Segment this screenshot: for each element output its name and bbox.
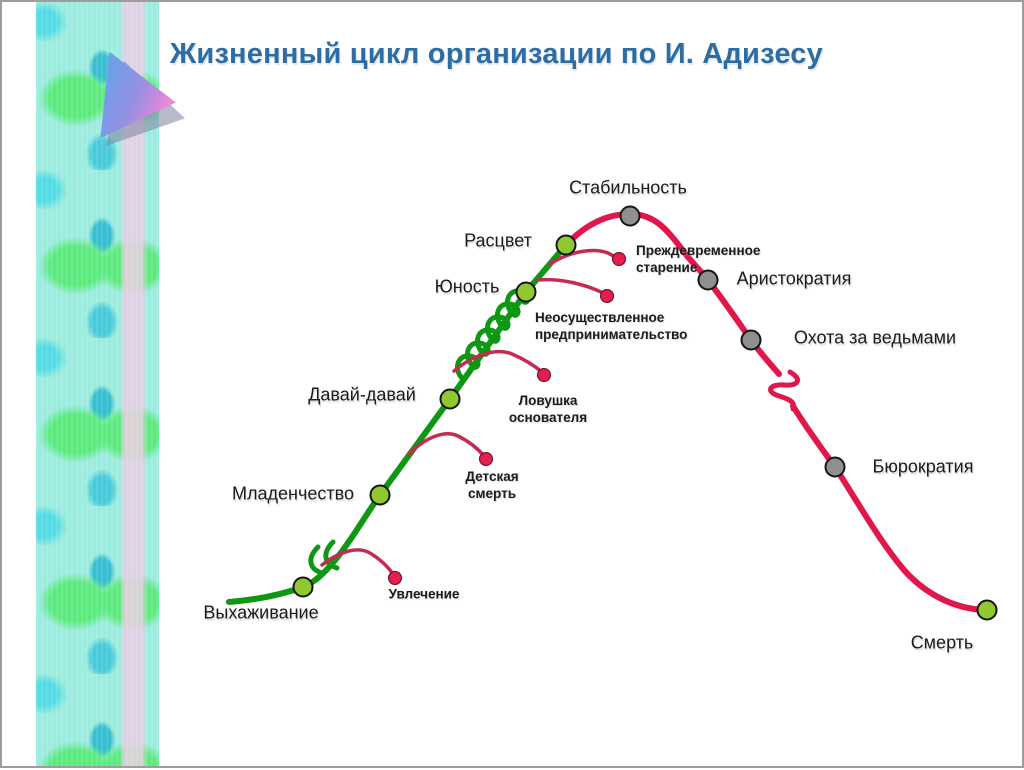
- stage-dot-mladenchestvo: [369, 484, 391, 506]
- growth-coil-squiggle: [454, 288, 531, 383]
- stage-label-vykhazhivanie: Выхаживание: [203, 602, 319, 623]
- stage-dot-smert: [976, 599, 998, 621]
- stage-dot-aristokratiya: [697, 269, 719, 291]
- branch-curve-detskaya-smert: [407, 432, 486, 458]
- stage-dot-vykhazhivanie: [292, 576, 314, 598]
- failure-dot-detskaya-smert: [479, 452, 493, 466]
- growth-break-mark: [308, 539, 340, 576]
- stage-dot-rastsvet: [555, 234, 577, 256]
- failure-dot-uvlechenie: [388, 571, 402, 585]
- stage-dot-davay-davay: [439, 388, 461, 410]
- branch-curve-neosushchestvlennoe: [536, 277, 603, 294]
- failure-label-prezhdevremennoe: Преждевременное старение: [636, 243, 761, 275]
- stage-label-davay-davay: Давай-давай: [308, 384, 416, 405]
- stage-dot-yunost: [515, 281, 537, 303]
- failure-label-lovushka-osnovatelya: Ловушка основателя: [508, 393, 588, 425]
- failure-dot-prezhdevremennoe: [612, 252, 626, 266]
- stage-label-aristokratiya: Аристократия: [736, 268, 852, 289]
- stage-label-okhota: Охота за ведьмами: [793, 327, 957, 348]
- stage-label-byurokratiya: Бюрократия: [872, 456, 974, 477]
- failure-dot-lovushka-osnovatelya: [537, 368, 551, 382]
- stage-label-mladenchestvo: Младенчество: [232, 483, 354, 504]
- stage-label-stabilnost: Стабильность: [569, 177, 687, 198]
- stage-label-rastsvet: Расцвет: [464, 230, 532, 251]
- stage-dot-byurokratiya: [824, 456, 846, 478]
- stage-dot-stabilnost: [619, 205, 641, 227]
- failure-label-detskaya-smert: Детская смерть: [465, 469, 519, 501]
- stage-label-smert: Смерть: [910, 632, 974, 653]
- failure-dot-neosushchestvlennoe: [600, 289, 614, 303]
- branch-curve-lovushka: [452, 350, 544, 374]
- slide-title: Жизненный цикл организации по И. Адизесу: [170, 38, 823, 70]
- branch-curve-uvlechenie: [320, 548, 395, 576]
- stage-dot-okhota: [740, 329, 762, 351]
- decline-break-mark: [768, 369, 800, 412]
- stage-label-yunost: Юность: [434, 276, 500, 297]
- failure-label-uvlechenie: Увлечение: [388, 586, 460, 602]
- sidebar-decoration: [36, 2, 159, 766]
- failure-label-neosushchestvlennoe: Неосуществленное предпринимательство: [535, 310, 688, 342]
